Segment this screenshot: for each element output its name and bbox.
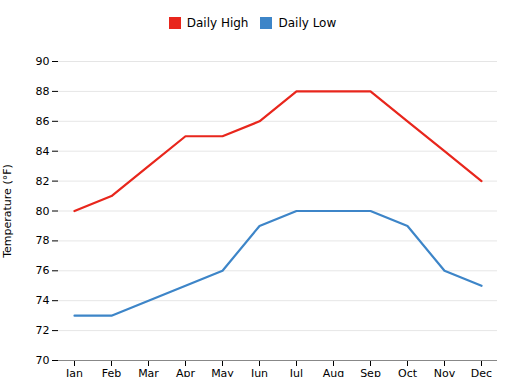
- svg-text:88: 88: [36, 85, 50, 98]
- svg-text:74: 74: [36, 294, 50, 307]
- svg-text:90: 90: [36, 55, 50, 68]
- svg-text:Jul: Jul: [289, 367, 303, 377]
- svg-text:Nov: Nov: [434, 367, 456, 377]
- svg-text:84: 84: [36, 145, 50, 158]
- svg-text:Jan: Jan: [65, 367, 83, 377]
- svg-text:Temperature (°F): Temperature (°F): [1, 164, 14, 259]
- svg-text:May: May: [211, 367, 234, 377]
- svg-text:Feb: Feb: [102, 367, 121, 377]
- svg-text:70: 70: [36, 354, 50, 367]
- svg-text:80: 80: [36, 205, 50, 218]
- svg-text:Apr: Apr: [176, 367, 196, 377]
- svg-text:86: 86: [36, 115, 50, 128]
- svg-text:Jun: Jun: [250, 367, 268, 377]
- svg-text:Mar: Mar: [138, 367, 159, 377]
- svg-text:Oct: Oct: [398, 367, 418, 377]
- svg-text:72: 72: [36, 324, 50, 337]
- svg-text:Dec: Dec: [471, 367, 492, 377]
- svg-text:Sep: Sep: [360, 367, 381, 377]
- svg-text:78: 78: [36, 234, 50, 247]
- html-text:Daily High: Daily High: [186, 15, 249, 30]
- svg-text:Aug: Aug: [323, 367, 344, 377]
- html-text:Daily Low: Daily Low: [278, 15, 337, 30]
- svg-text:76: 76: [36, 264, 50, 277]
- svg-text:82: 82: [36, 175, 50, 188]
